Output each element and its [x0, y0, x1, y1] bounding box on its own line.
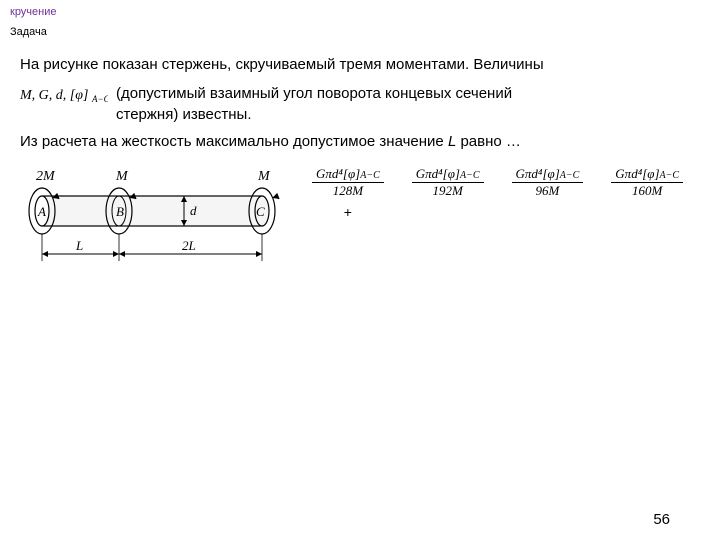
ans1-num: Gπd⁴[φ] [316, 166, 360, 181]
svg-text:M, G, d, [φ]: M, G, d, [φ] [20, 88, 88, 103]
ans2-den: 192M [412, 183, 484, 199]
result-line: Из расчета на жесткость максимально допу… [10, 133, 710, 150]
topic-header: кручение [10, 6, 710, 18]
task-label: Задача [10, 26, 710, 38]
ans1-sub: A−C [360, 170, 380, 181]
problem-line2a: (допустимый взаимный угол поворота конце… [116, 83, 512, 104]
answer-option-4: Gπd⁴[φ]A−C 160M [611, 166, 683, 200]
answer-option-3: Gπd⁴[φ]A−C 96M [512, 166, 584, 200]
given-symbols: M, G, d, [φ] A−C [20, 86, 108, 104]
seg-L: L [75, 238, 83, 253]
answer-option-1: Gπd⁴[φ]A−C 128M + [312, 166, 384, 220]
result-prefix: Из расчета на жесткость максимально допу… [20, 133, 448, 150]
moment-2M: 2M [36, 169, 56, 184]
point-B: B [116, 204, 124, 219]
problem-line1: На рисунке показан стержень, скручиваемы… [10, 54, 710, 75]
diagram-row: 2M M M A B C d L 2L Gπd⁴[φ]A−C 128M + [10, 166, 710, 276]
problem-line2b: стержня) известны. [116, 104, 512, 125]
ans4-sub: A−C [660, 170, 680, 181]
ans2-sub: A−C [460, 170, 480, 181]
ans1-den: 128M [312, 183, 384, 199]
result-suffix: равно … [456, 133, 521, 150]
moment-M2: M [257, 169, 271, 184]
ans4-num: Gπd⁴[φ] [615, 166, 659, 181]
point-C: C [256, 204, 265, 219]
ans3-sub: A−C [560, 170, 580, 181]
ans4-den: 160M [611, 183, 683, 199]
seg-2L: 2L [182, 238, 196, 253]
answer-options: Gπd⁴[φ]A−C 128M + Gπd⁴[φ]A−C 192M Gπd⁴[φ… [312, 166, 683, 220]
moment-M1: M [115, 169, 129, 184]
problem-continuation: (допустимый взаимный угол поворота конце… [116, 83, 512, 125]
ans3-num: Gπd⁴[φ] [516, 166, 560, 181]
ans2-num: Gπd⁴[φ] [416, 166, 460, 181]
svg-text:A−C: A−C [91, 94, 108, 104]
point-A: A [37, 204, 46, 219]
answer-option-2: Gπd⁴[φ]A−C 192M [412, 166, 484, 200]
ans3-den: 96M [512, 183, 584, 199]
diameter-label: d [190, 203, 197, 218]
given-row: M, G, d, [φ] A−C (допустимый взаимный уг… [10, 83, 710, 125]
page-number: 56 [653, 511, 670, 528]
shaft-diagram: 2M M M A B C d L 2L [24, 166, 284, 276]
correct-mark: + [312, 204, 384, 220]
